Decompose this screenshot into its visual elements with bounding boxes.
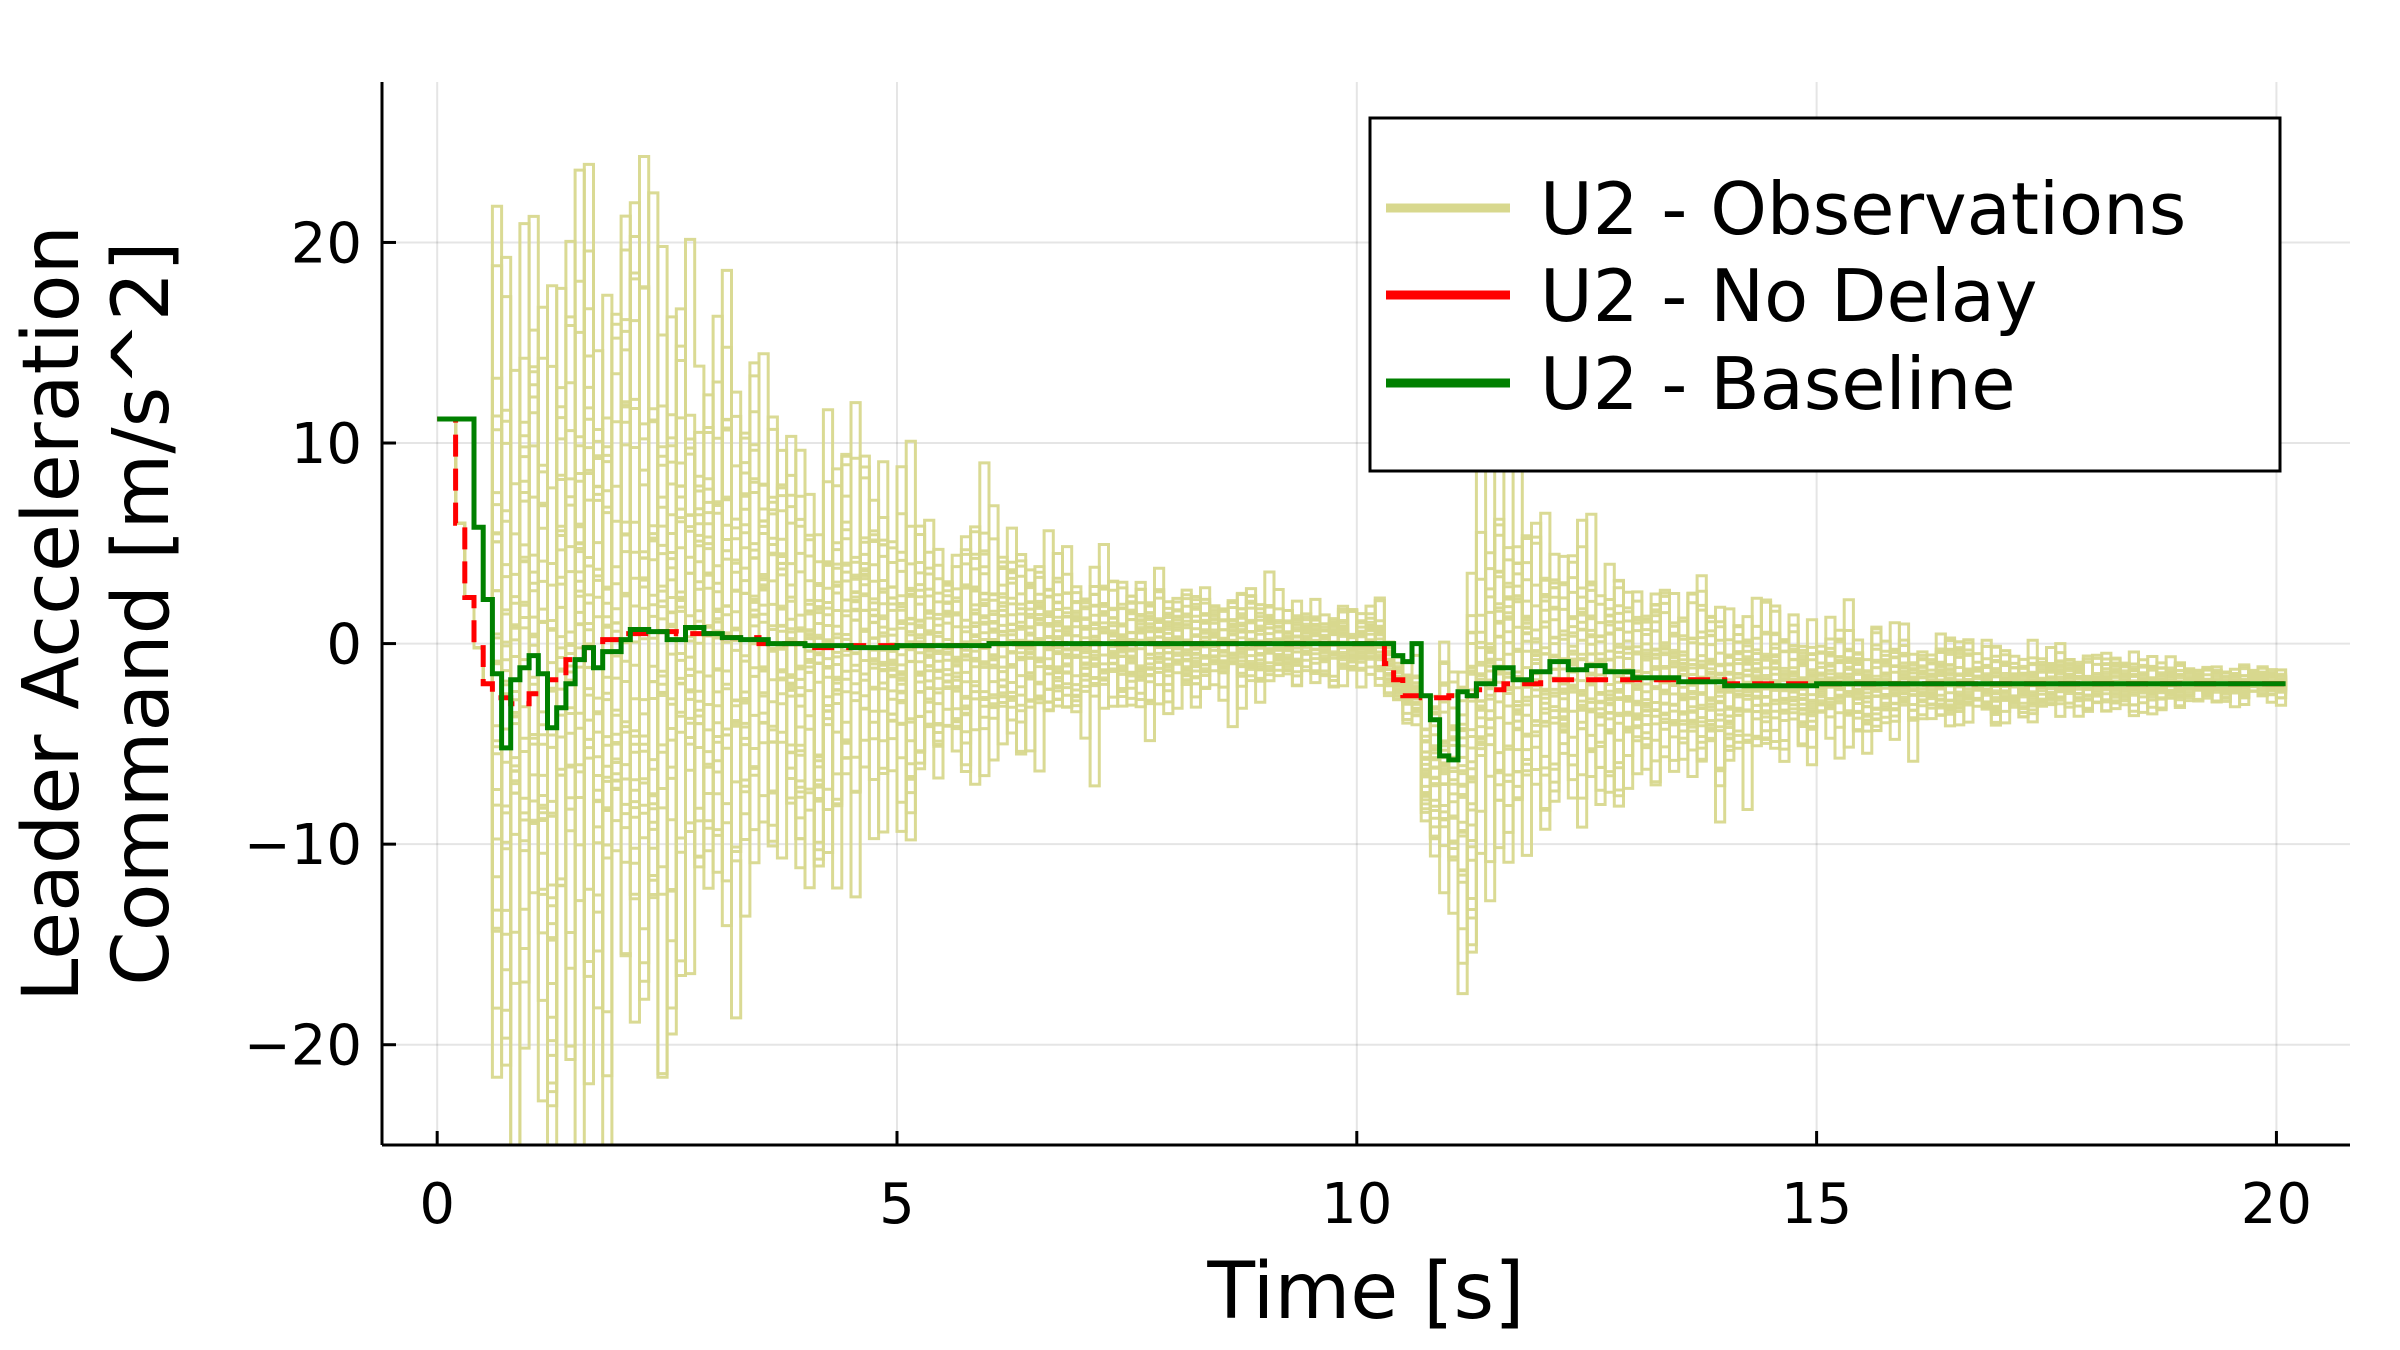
y-tick-label-1: −10 (244, 813, 362, 878)
y-tick-label-4: 20 (291, 211, 362, 276)
plot-area (437, 155, 2288, 1145)
y-tick-label-2: 0 (326, 613, 362, 678)
y-axis-label-line-2: Command [m/s^2] (97, 241, 187, 985)
x-tick-label-3: 15 (1781, 1172, 1852, 1237)
legend-box (1368, 116, 2282, 473)
y-tick-label-0: −20 (244, 1014, 362, 1079)
x-axis-label: Time [s] (1206, 1247, 1524, 1337)
y-axis-label-line-1: Leader Acceleration (7, 225, 97, 1002)
series-baseline (437, 416, 2286, 763)
y-tick-label-3: 10 (291, 412, 362, 477)
axes (380, 82, 2350, 1147)
y-axis-label: Leader Acceleration Command [m/s^2] (7, 225, 187, 1002)
x-tick-label-1: 5 (879, 1172, 915, 1237)
observation-trajectory-29 (437, 348, 2288, 1019)
legend-label-observations: U2 - Observations (1540, 167, 2186, 251)
x-tick-label-0: 0 (419, 1172, 455, 1237)
legend-label-no-delay: U2 - No Delay (1540, 254, 2038, 338)
tick-labels: 0 5 10 15 20 −20 −10 0 10 20 (244, 211, 2312, 1237)
x-tick-label-2: 10 (1321, 1172, 1392, 1237)
x-tick-label-4: 20 (2241, 1172, 2312, 1237)
legend: U2 - Observations U2 - No Delay U2 - Bas… (1368, 116, 2282, 473)
legend-label-baseline: U2 - Baseline (1540, 342, 2016, 426)
